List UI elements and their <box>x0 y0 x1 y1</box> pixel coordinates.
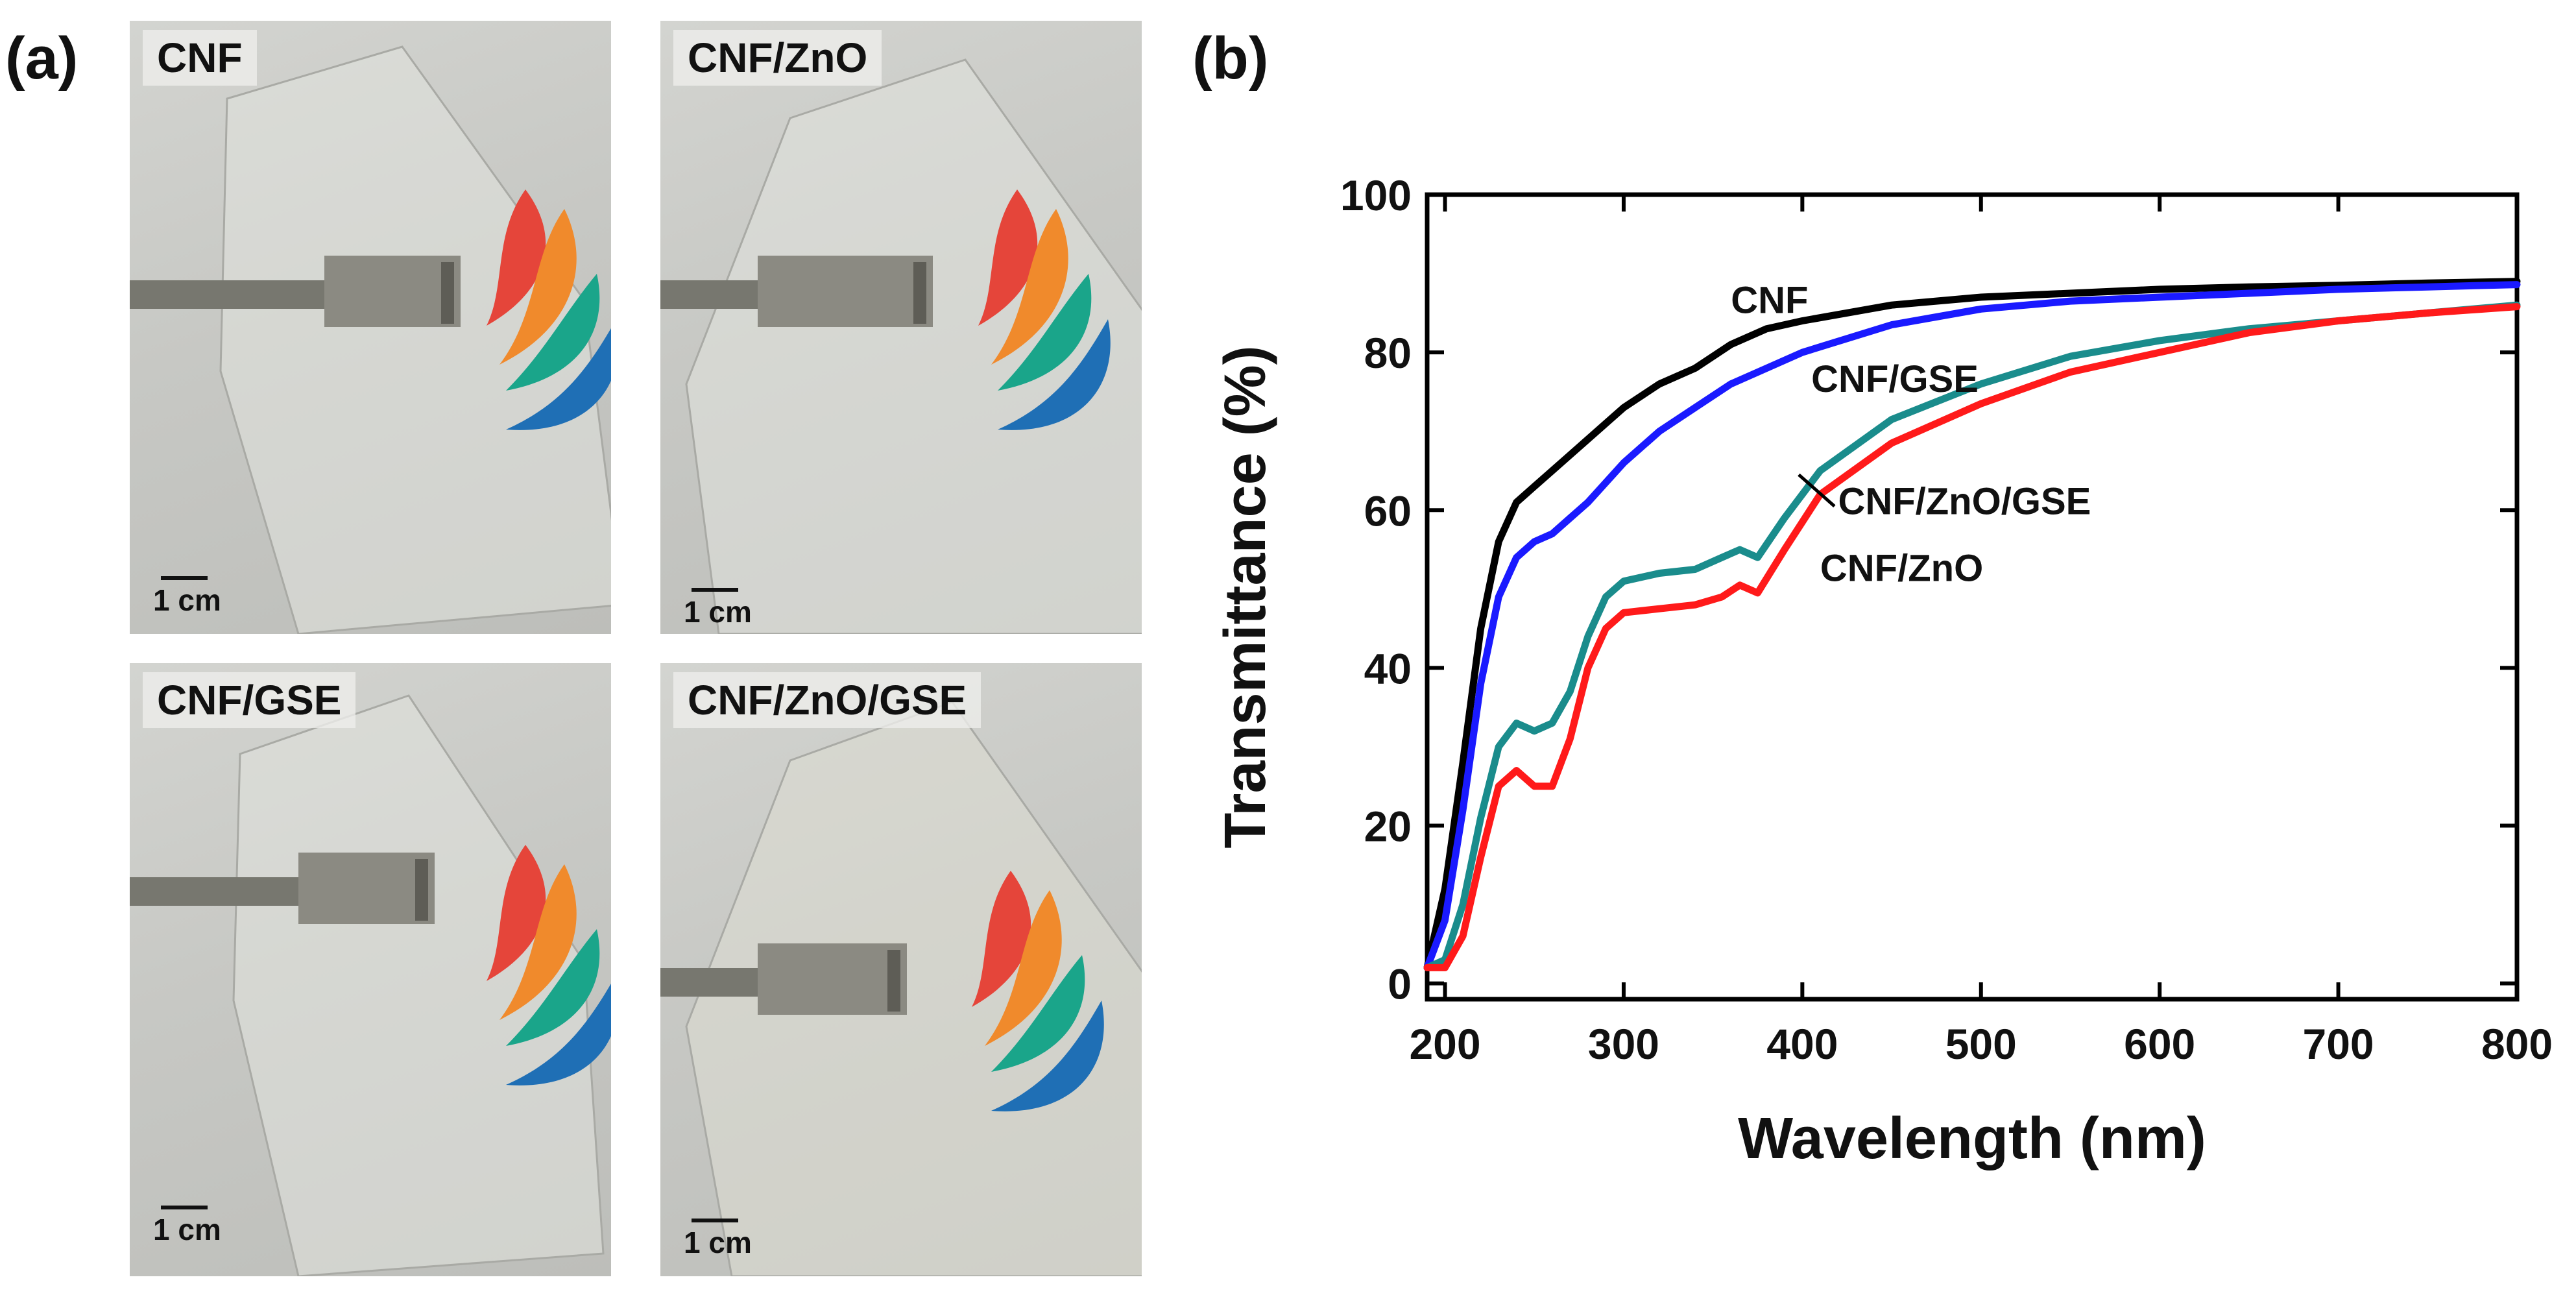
logo-flame <box>978 189 1111 430</box>
scale-bar-label: 1 cm <box>684 595 752 629</box>
x-axis-label: Wavelength (nm) <box>1738 1106 2206 1171</box>
x-tick-label: 800 <box>2481 1020 2553 1068</box>
plot-frame <box>1425 192 2520 1002</box>
panel-a-letter: (a) <box>5 25 78 91</box>
series-annotation: CNF <box>1731 279 1808 321</box>
x-tick-label: 200 <box>1409 1020 1480 1068</box>
x-tick-label: 600 <box>2124 1020 2195 1068</box>
photo-cnf-gse: CNF/GSE 1 cm <box>130 663 611 1276</box>
tweezer-tip <box>324 256 461 327</box>
logo-flame <box>487 845 611 1086</box>
y-tick-label: 0 <box>1388 960 1412 1008</box>
photo-label: CNF/ZnO/GSE <box>673 672 981 728</box>
y-tick-label: 20 <box>1364 803 1412 851</box>
y-tick-label: 100 <box>1340 171 1412 219</box>
tweezer-tip <box>758 943 907 1015</box>
annotation-leader-line <box>1798 473 1836 508</box>
x-tick-label: 300 <box>1588 1020 1659 1068</box>
tweezer-arm <box>130 877 298 906</box>
photo-label: CNF/ZnO <box>673 30 882 86</box>
photo-cnf: CNF 1 cm <box>130 21 611 634</box>
scale-bar <box>692 1219 738 1222</box>
series-annotation: CNF/GSE <box>1811 358 1979 400</box>
scale-bar-label: 1 cm <box>684 1226 752 1259</box>
tweezer-clip <box>913 262 926 324</box>
scale-bar-label: 1 cm <box>153 583 221 617</box>
logo-flame <box>487 189 611 430</box>
series-annotation: CNF/ZnO/GSE <box>1838 480 2091 522</box>
tweezer-clip <box>887 950 900 1012</box>
scale-bar-label: 1 cm <box>153 1213 221 1246</box>
y-tick-label: 60 <box>1364 487 1412 535</box>
panel-b-letter: (b) <box>1192 25 1269 91</box>
film-illustration <box>660 58 1142 634</box>
tweezer-clip <box>415 859 428 921</box>
x-tick-label: 500 <box>1945 1020 2017 1068</box>
plot-area: 200 300 400 500 600 700 800 0 20 40 60 80 100 Wavelen… <box>1213 171 2553 1171</box>
series-annotation: CNF/ZnO <box>1820 548 1983 590</box>
y-tick-label: 40 <box>1364 644 1412 692</box>
film-illustration <box>130 45 611 634</box>
transmittance-chart: 200 300 400 500 600 700 800 0 20 40 60 80 100 Wavelen… <box>1213 171 2553 1171</box>
tweezer-tip <box>758 256 933 327</box>
x-tick-label: 400 <box>1766 1020 1838 1068</box>
tweezer-arm <box>660 968 758 997</box>
scale-bar <box>161 1206 208 1209</box>
tweezer-arm <box>130 280 324 309</box>
tweezer-clip <box>441 262 454 324</box>
y-axis-label: Transmittance (%) <box>1213 345 1278 848</box>
photo-cnf-zno: CNF/ZnO 1 cm <box>660 21 1142 634</box>
scale-bar <box>161 576 208 580</box>
film-sheet <box>232 694 605 1276</box>
film-sheet <box>685 58 1142 634</box>
photo-label: CNF <box>143 30 257 86</box>
film-illustration <box>660 701 1142 1276</box>
scale-bar <box>692 588 738 592</box>
series-line-cnf <box>1423 278 2521 971</box>
y-tick-label: 80 <box>1364 329 1412 377</box>
series-line-cnf-zno-gse <box>1423 301 2521 971</box>
photo-label: CNF/GSE <box>143 672 356 728</box>
photo-cnf-zno-gse: CNF/ZnO/GSE 1 cm <box>660 663 1142 1276</box>
series-line-cnf-zno <box>1423 303 2521 971</box>
x-tick-label: 700 <box>2303 1020 2374 1068</box>
logo-flame <box>972 871 1104 1111</box>
series-line-cnf-gse <box>1423 281 2521 971</box>
film-illustration <box>130 694 611 1276</box>
tweezer-tip <box>298 853 435 924</box>
tweezer-arm <box>660 280 758 309</box>
film-sheet <box>219 45 611 634</box>
